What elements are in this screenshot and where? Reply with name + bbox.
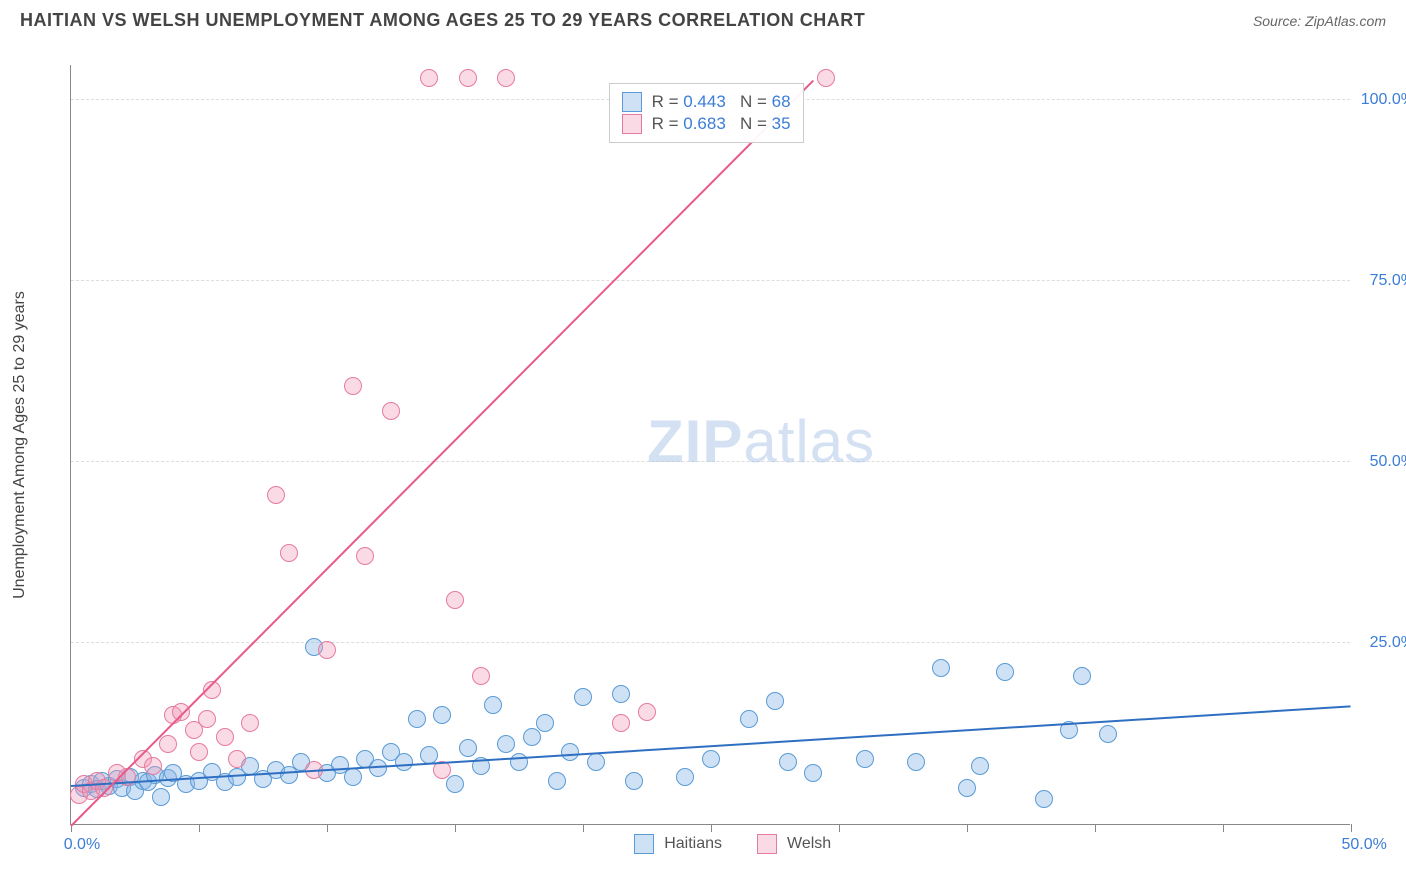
correlation-legend: R = 0.443 N = 68R = 0.683 N = 35: [609, 83, 804, 143]
y-tick-label: 25.0%: [1370, 634, 1406, 652]
scatter-point-haitians: [395, 753, 413, 771]
scatter-point-haitians: [676, 768, 694, 786]
scatter-point-haitians: [740, 710, 758, 728]
scatter-point-haitians: [958, 779, 976, 797]
scatter-point-haitians: [344, 768, 362, 786]
scatter-point-haitians: [152, 788, 170, 806]
scatter-point-haitians: [587, 753, 605, 771]
scatter-point-welsh: [267, 486, 285, 504]
series-legend: Haitians Welsh: [634, 834, 856, 854]
legend-bottom-label-welsh: Welsh: [787, 835, 831, 853]
x-tick: [199, 824, 200, 832]
scatter-point-welsh: [420, 69, 438, 87]
scatter-point-haitians: [702, 750, 720, 768]
scatter-point-welsh: [356, 547, 374, 565]
legend-row-welsh: R = 0.683 N = 35: [622, 114, 791, 134]
x-tick-label: 50.0%: [1341, 836, 1386, 854]
scatter-point-welsh: [172, 703, 190, 721]
scatter-point-welsh: [228, 750, 246, 768]
scatter-point-haitians: [497, 735, 515, 753]
scatter-point-welsh: [241, 714, 259, 732]
scatter-point-haitians: [408, 710, 426, 728]
scatter-point-haitians: [612, 685, 630, 703]
scatter-point-welsh: [612, 714, 630, 732]
scatter-point-haitians: [1035, 790, 1053, 808]
watermark: ZIPatlas: [647, 407, 875, 476]
scatter-point-haitians: [996, 663, 1014, 681]
legend-bottom-swatch-welsh: [757, 834, 777, 854]
scatter-point-welsh: [382, 402, 400, 420]
scatter-point-welsh: [144, 757, 162, 775]
scatter-point-welsh: [472, 667, 490, 685]
scatter-point-haitians: [625, 772, 643, 790]
scatter-point-haitians: [523, 728, 541, 746]
scatter-point-haitians: [766, 692, 784, 710]
scatter-point-welsh: [344, 377, 362, 395]
legend-swatch-haitians: [622, 92, 642, 112]
scatter-point-haitians: [446, 775, 464, 793]
scatter-point-haitians: [548, 772, 566, 790]
scatter-point-haitians: [804, 764, 822, 782]
scatter-point-welsh: [198, 710, 216, 728]
y-tick-label: 50.0%: [1370, 453, 1406, 471]
scatter-point-haitians: [484, 696, 502, 714]
legend-bottom-swatch-haitians: [634, 834, 654, 854]
gridline-h: [71, 642, 1350, 643]
scatter-point-haitians: [779, 753, 797, 771]
scatter-point-welsh: [318, 641, 336, 659]
x-tick: [711, 824, 712, 832]
trend-line-haitians: [71, 706, 1351, 788]
legend-row-haitians: R = 0.443 N = 68: [622, 92, 791, 112]
scatter-point-haitians: [1099, 725, 1117, 743]
x-tick: [455, 824, 456, 832]
legend-stats-welsh: R = 0.683 N = 35: [652, 114, 791, 134]
scatter-point-haitians: [856, 750, 874, 768]
scatter-point-welsh: [817, 69, 835, 87]
x-tick-label: 0.0%: [64, 836, 100, 854]
chart-container: Unemployment Among Ages 25 to 29 years 2…: [50, 45, 1390, 845]
scatter-point-welsh: [446, 591, 464, 609]
x-tick: [839, 824, 840, 832]
scatter-point-haitians: [433, 706, 451, 724]
scatter-point-haitians: [459, 739, 477, 757]
x-tick: [1351, 824, 1352, 832]
y-tick-label: 100.0%: [1361, 91, 1406, 109]
y-axis-label: Unemployment Among Ages 25 to 29 years: [11, 291, 29, 599]
x-tick: [583, 824, 584, 832]
source-label: Source: ZipAtlas.com: [1253, 13, 1386, 29]
scatter-point-haitians: [574, 688, 592, 706]
scatter-point-haitians: [536, 714, 554, 732]
chart-title: HAITIAN VS WELSH UNEMPLOYMENT AMONG AGES…: [20, 10, 865, 31]
scatter-point-haitians: [907, 753, 925, 771]
scatter-point-welsh: [216, 728, 234, 746]
scatter-point-haitians: [561, 743, 579, 761]
scatter-point-welsh: [159, 735, 177, 753]
x-tick: [1223, 824, 1224, 832]
x-tick: [967, 824, 968, 832]
scatter-point-haitians: [1073, 667, 1091, 685]
plot-area: 25.0%50.0%75.0%100.0%0.0%50.0%ZIPatlasR …: [70, 65, 1350, 825]
scatter-point-welsh: [459, 69, 477, 87]
legend-stats-haitians: R = 0.443 N = 68: [652, 92, 791, 112]
gridline-h: [71, 461, 1350, 462]
x-tick: [327, 824, 328, 832]
scatter-point-welsh: [638, 703, 656, 721]
scatter-point-haitians: [932, 659, 950, 677]
scatter-point-welsh: [190, 743, 208, 761]
x-tick: [1095, 824, 1096, 832]
scatter-point-welsh: [280, 544, 298, 562]
legend-bottom-label-haitians: Haitians: [664, 835, 722, 853]
scatter-point-welsh: [497, 69, 515, 87]
scatter-point-haitians: [971, 757, 989, 775]
gridline-h: [71, 280, 1350, 281]
legend-swatch-welsh: [622, 114, 642, 134]
y-tick-label: 75.0%: [1370, 272, 1406, 290]
